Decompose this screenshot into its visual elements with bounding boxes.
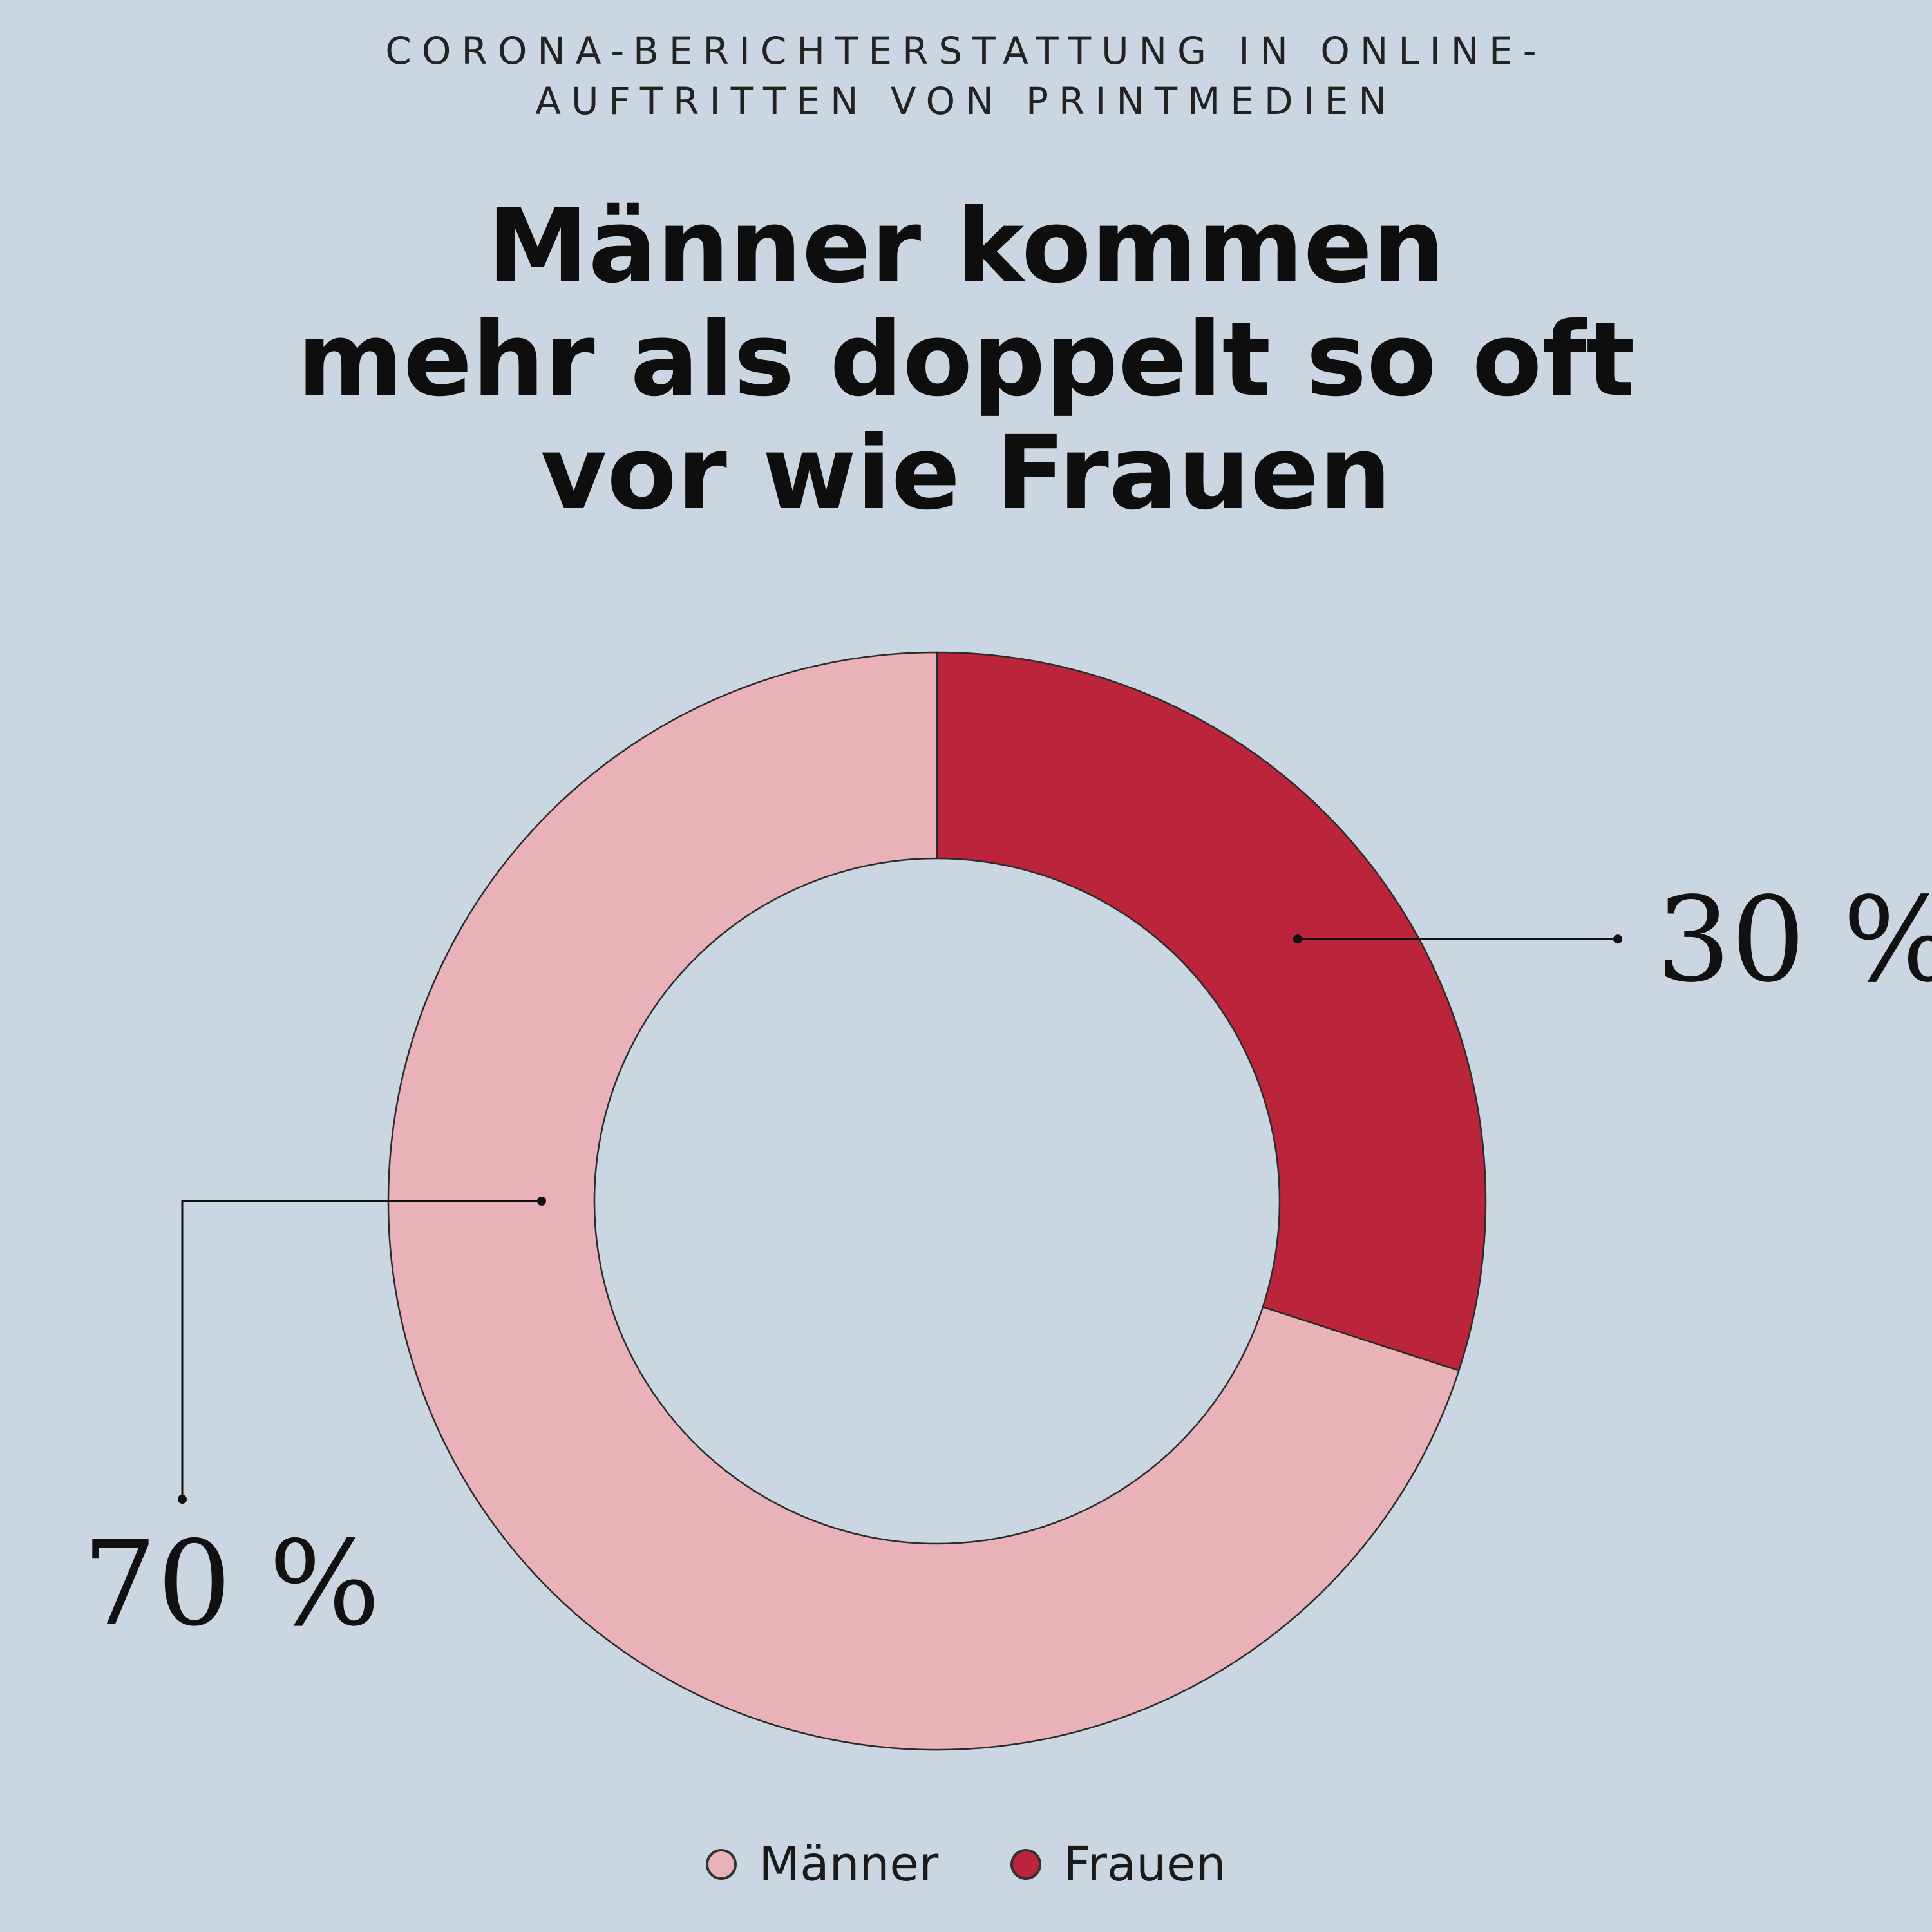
leader-dot-frauen	[1293, 934, 1302, 944]
chart-legend: Männer Frauen	[0, 1837, 1932, 1892]
donut-segment-maenner	[387, 651, 1460, 1751]
leader-dot-maenner	[537, 1197, 546, 1206]
legend-label-frauen: Frauen	[1063, 1837, 1226, 1892]
legend-swatch-frauen	[1010, 1849, 1042, 1880]
title-line-2: mehr als doppelt so oft	[297, 301, 1635, 419]
donut-segment-frauen	[936, 651, 1487, 1372]
leader-dot-frauen-end	[1613, 934, 1622, 944]
legend-item-maenner: Männer	[706, 1837, 938, 1892]
title-line-1: Männer kommen	[487, 187, 1445, 306]
subtitle-line-1: CORONA-BERICHTERSTATTUNG IN ONLINE-	[385, 29, 1547, 73]
legend-item-frauen: Frauen	[1010, 1837, 1226, 1892]
legend-swatch-maenner	[706, 1849, 737, 1880]
leader-dot-maenner-end	[178, 1495, 187, 1504]
legend-label-maenner: Männer	[759, 1837, 939, 1892]
chart-subtitle: CORONA-BERICHTERSTATTUNG IN ONLINE- AUFT…	[0, 26, 1932, 126]
subtitle-line-2: AUFTRITTEN VON PRINTMEDIEN	[535, 79, 1397, 123]
leader-line-maenner	[181, 1200, 542, 1499]
chart-title: Männer kommen mehr als doppelt so oft vo…	[0, 190, 1932, 530]
data-label-frauen: 30 %	[1656, 871, 1932, 1008]
data-label-maenner: 70 %	[82, 1515, 380, 1652]
title-line-3: vor wie Frauen	[540, 414, 1392, 533]
